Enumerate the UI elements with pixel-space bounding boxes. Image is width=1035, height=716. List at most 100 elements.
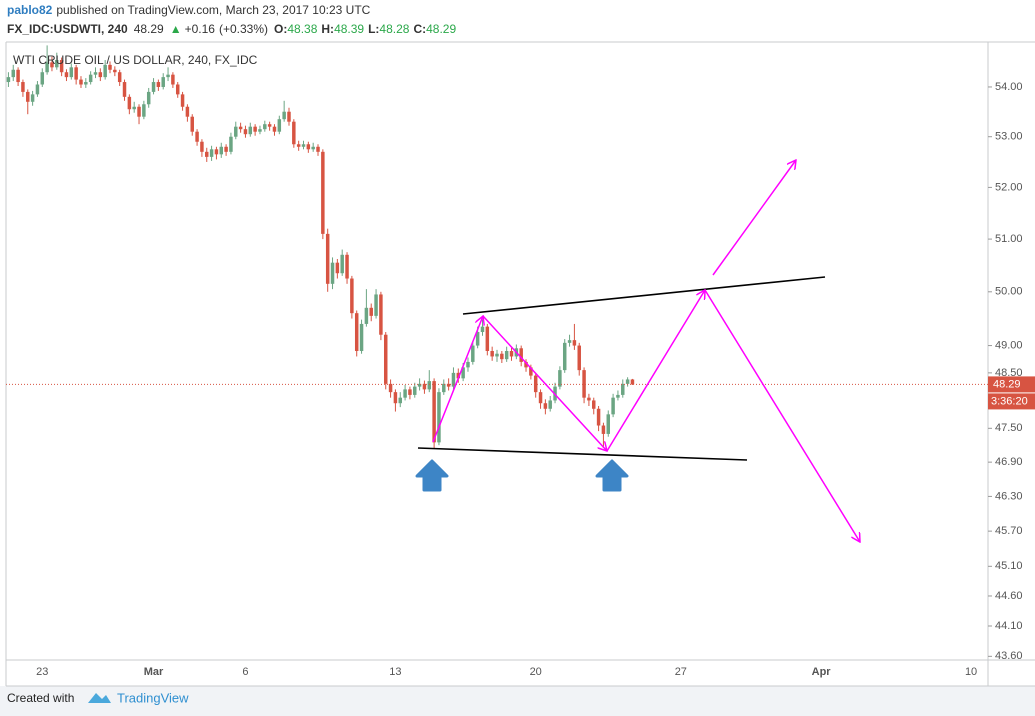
- arrow: [482, 315, 607, 451]
- price-tag-label: 48.29: [993, 378, 1021, 390]
- y-tick-label: 44.60: [995, 590, 1023, 602]
- candle-body: [272, 126, 277, 132]
- candle-body: [393, 392, 398, 404]
- candle-body: [98, 72, 103, 78]
- candle-body: [248, 126, 253, 135]
- candle-body: [413, 386, 417, 395]
- y-tick-label: 49.00: [995, 339, 1023, 351]
- candle-body: [427, 381, 432, 390]
- symbol: FX_IDC:USDWTI, 240: [7, 22, 128, 36]
- candle-body: [6, 77, 11, 83]
- candle-body: [296, 144, 301, 147]
- candle-body: [398, 397, 402, 404]
- candle-body: [345, 254, 349, 279]
- candle-body: [103, 64, 107, 78]
- ohlc-value: 48.29: [426, 22, 456, 36]
- candle-body: [64, 72, 69, 78]
- candle-body: [224, 146, 228, 152]
- candle-body: [374, 294, 378, 316]
- candle-body: [442, 383, 446, 393]
- candle-body: [311, 146, 315, 150]
- candle-body: [509, 351, 514, 357]
- arrow: [704, 289, 860, 542]
- x-tick-label: Mar: [144, 666, 164, 678]
- candle-body: [461, 367, 465, 379]
- y-tick-label: 52.00: [995, 181, 1023, 193]
- candle-body: [562, 342, 567, 371]
- candle-body: [456, 372, 461, 379]
- candle-body: [321, 151, 325, 234]
- y-tick-label: 44.10: [995, 620, 1023, 632]
- candle-body: [79, 79, 83, 85]
- candle-body: [543, 403, 548, 409]
- y-tick-label: 45.10: [995, 560, 1023, 572]
- candle-body: [74, 67, 78, 80]
- candle-body: [621, 383, 625, 395]
- candle-body: [171, 74, 175, 85]
- countdown-tag: [988, 393, 1035, 410]
- candle-body: [388, 383, 393, 393]
- y-tick-label: 48.50: [995, 367, 1023, 379]
- candle-body: [432, 381, 436, 443]
- brand-link[interactable]: TradingView: [117, 690, 189, 705]
- candle-body: [519, 348, 523, 362]
- drawings: [415, 160, 860, 542]
- footer-bar: [0, 686, 1035, 716]
- candle-body: [325, 233, 330, 284]
- ohlc-value: 48.28: [379, 22, 409, 36]
- candle-body: [142, 104, 146, 117]
- candle-body: [558, 370, 562, 387]
- candle-body: [146, 91, 151, 105]
- ohlc-label: O:: [274, 22, 287, 36]
- published: published on TradingView.com, March 23, …: [56, 3, 370, 17]
- candle-body: [161, 77, 165, 87]
- x-tick-label: 10: [965, 666, 977, 678]
- arrow: [432, 316, 483, 443]
- symbol-line: FX_IDC:USDWTI, 240 48.29 ▲ +0.16 (+0.33%) O:4…: [7, 22, 456, 36]
- candle-body: [495, 353, 499, 357]
- candle-body: [316, 146, 320, 152]
- candle-body: [253, 126, 257, 132]
- candle-body: [504, 351, 509, 360]
- candle-body: [340, 254, 344, 274]
- candle-body: [122, 82, 127, 97]
- candle-body: [40, 72, 45, 85]
- candle-body: [306, 144, 311, 150]
- chart-frame: [6, 42, 1035, 686]
- candle-body: [132, 106, 136, 110]
- candle-body: [35, 84, 40, 95]
- candle-body: [577, 345, 581, 371]
- candle-body: [45, 62, 49, 73]
- candle-body: [113, 69, 117, 73]
- candle-body: [234, 126, 238, 137]
- change-percent: (+0.33%): [219, 22, 268, 36]
- candle-body: [108, 64, 112, 70]
- candle-body: [175, 84, 180, 95]
- candle-body: [354, 313, 359, 352]
- x-tick-label: 6: [242, 666, 248, 678]
- candle-body: [59, 59, 64, 73]
- candle-body: [200, 141, 204, 152]
- candle-body: [611, 397, 615, 415]
- candle-body: [26, 91, 30, 102]
- candle-body: [282, 111, 286, 120]
- candle-body: [209, 149, 214, 157]
- candle-body: [379, 294, 383, 335]
- arrow: [712, 160, 796, 276]
- candle-body: [446, 383, 451, 387]
- candle-body: [229, 136, 233, 152]
- candle-body: [596, 408, 601, 426]
- candle-body: [437, 392, 441, 443]
- candle-body: [335, 262, 340, 274]
- candle-body: [567, 340, 572, 343]
- x-tick-label: Apr: [812, 666, 832, 678]
- candle-body: [417, 383, 422, 387]
- candle-body: [69, 67, 74, 78]
- candle-body: [500, 353, 504, 360]
- candle-body: [538, 392, 543, 404]
- candle-body: [485, 326, 490, 352]
- chart-title: WTI CRUDE OIL / US DOLLAR, 240, FX_IDC: [13, 53, 258, 67]
- candle-body: [403, 389, 407, 398]
- candle-body: [88, 74, 93, 83]
